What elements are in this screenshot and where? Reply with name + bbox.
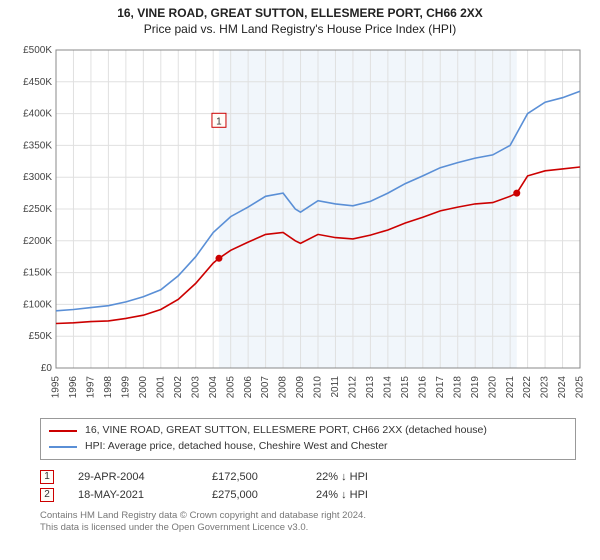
y-tick-label: £500K: [23, 45, 52, 56]
x-tick-label: 2011: [330, 376, 341, 398]
y-tick-label: £200K: [23, 236, 52, 247]
y-tick-label: £300K: [23, 172, 52, 183]
event-marker: 1: [40, 470, 54, 484]
x-tick-label: 1995: [51, 376, 62, 399]
x-tick-label: 2001: [155, 376, 166, 399]
x-tick-label: 2000: [138, 376, 149, 399]
y-tick-label: £100K: [23, 299, 52, 310]
x-tick-label: 2009: [295, 376, 306, 399]
x-tick-label: 2022: [522, 376, 533, 399]
x-tick-label: 2014: [383, 376, 394, 399]
y-tick-label: £50K: [29, 331, 53, 342]
event-marker-num: 1: [216, 116, 222, 127]
legend: 16, VINE ROAD, GREAT SUTTON, ELLESMERE P…: [40, 418, 576, 460]
x-tick-label: 2012: [348, 376, 359, 399]
legend-item: HPI: Average price, detached house, Ches…: [49, 439, 567, 455]
x-tick-label: 2002: [173, 376, 184, 399]
chart-svg: £0 £50K £100K £150K £200K £250K £300K £350K £400…: [10, 42, 590, 412]
title-address: 16, VINE ROAD, GREAT SUTTON, ELLESMERE P…: [4, 6, 596, 20]
legend-label: HPI: Average price, detached house, Ches…: [85, 439, 388, 455]
x-tick-label: 1996: [68, 376, 79, 399]
chart-title-block: 16, VINE ROAD, GREAT SUTTON, ELLESMERE P…: [0, 0, 600, 38]
event-dot: [513, 190, 520, 197]
x-tick-label: 2025: [575, 376, 586, 399]
legend-swatch: [49, 430, 77, 432]
license-footer: Contains HM Land Registry data © Crown c…: [40, 510, 576, 535]
event-date: 29-APR-2004: [78, 471, 188, 483]
event-dot: [215, 255, 222, 262]
x-tick-label: 1998: [103, 376, 114, 399]
y-tick-label: £0: [41, 363, 53, 374]
events-table: 1 29-APR-2004 £172,500 22% ↓ HPI 2 18-MAY-202…: [40, 468, 576, 504]
x-tick-label: 2016: [417, 376, 428, 399]
event-hpi-diff: 22% ↓ HPI: [316, 471, 576, 483]
x-tick-label: 2020: [487, 376, 498, 399]
y-tick-label: £150K: [23, 268, 52, 279]
event-price: £172,500: [212, 471, 292, 483]
x-tick-label: 2023: [540, 376, 551, 399]
event-marker: 2: [40, 488, 54, 502]
x-tick-label: 2003: [190, 376, 201, 399]
legend-label: 16, VINE ROAD, GREAT SUTTON, ELLESMERE P…: [85, 423, 487, 439]
legend-swatch: [49, 446, 77, 448]
y-tick-label: £400K: [23, 109, 52, 120]
event-row: 1 29-APR-2004 £172,500 22% ↓ HPI: [40, 468, 576, 486]
footer-line1: Contains HM Land Registry data © Crown c…: [40, 510, 576, 522]
x-tick-label: 2024: [557, 376, 568, 399]
x-tick-label: 2021: [505, 376, 516, 399]
price-chart: £0 £50K £100K £150K £200K £250K £300K £350K £400…: [0, 38, 600, 412]
x-tick-label: 2010: [313, 376, 324, 399]
x-tick-label: 1999: [121, 376, 132, 399]
x-tick-label: 2018: [452, 376, 463, 399]
x-tick-label: 2015: [400, 376, 411, 399]
x-tick-label: 2017: [435, 376, 446, 399]
legend-item: 16, VINE ROAD, GREAT SUTTON, ELLESMERE P…: [49, 423, 567, 439]
x-tick-label: 1997: [86, 376, 97, 399]
event-row: 2 18-MAY-2021 £275,000 24% ↓ HPI: [40, 486, 576, 504]
y-tick-label: £450K: [23, 77, 52, 88]
x-tick-label: 2005: [225, 376, 236, 399]
x-tick-label: 2013: [365, 376, 376, 399]
y-tick-label: £350K: [23, 140, 52, 151]
event-date: 18-MAY-2021: [78, 489, 188, 501]
event-hpi-diff: 24% ↓ HPI: [316, 489, 576, 501]
event-price: £275,000: [212, 489, 292, 501]
y-tick-label: £250K: [23, 204, 52, 215]
x-tick-label: 2004: [208, 376, 219, 399]
x-tick-label: 2007: [260, 376, 271, 399]
footer-line2: This data is licensed under the Open Gov…: [40, 522, 576, 534]
title-subtitle: Price paid vs. HM Land Registry's House …: [4, 22, 596, 36]
x-tick-label: 2019: [470, 376, 481, 399]
x-tick-label: 2006: [243, 376, 254, 399]
x-tick-label: 2008: [278, 376, 289, 399]
